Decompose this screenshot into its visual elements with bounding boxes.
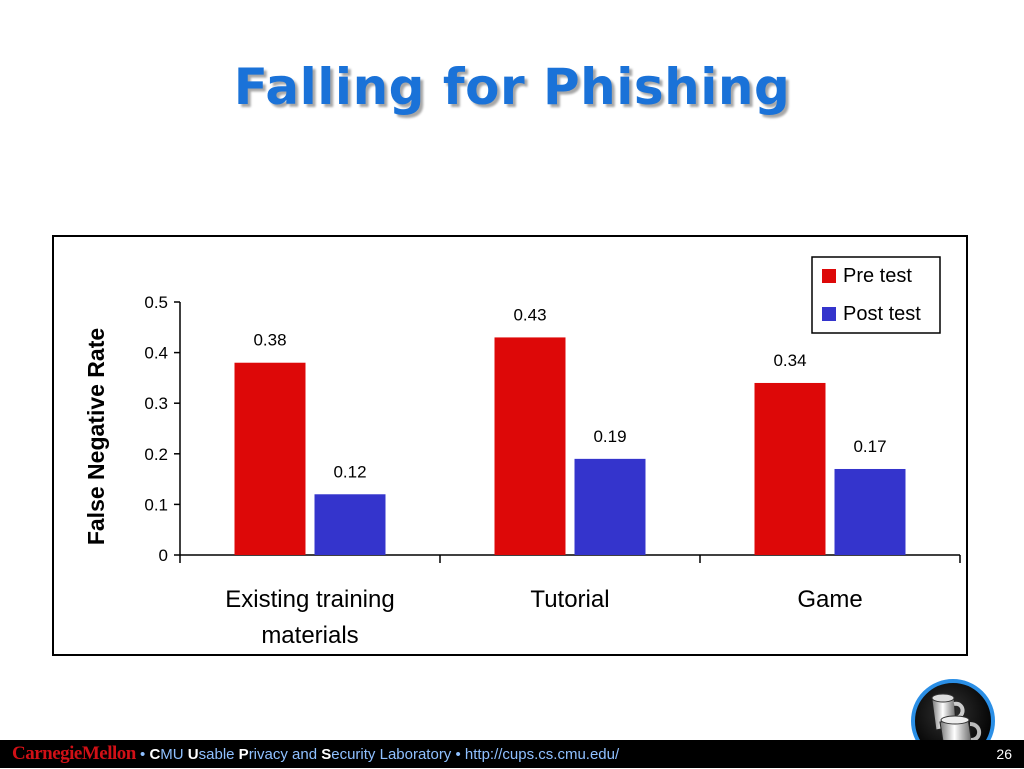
y-axis-label: False Negative Rate	[83, 328, 109, 545]
y-tick-label: 0.3	[144, 394, 168, 413]
slide-title: Falling for Phishing	[233, 58, 791, 116]
x-category-label: Existing training	[225, 586, 394, 613]
chart-frame: 0 0.1 0.2 0.3 0.4 0.5 False Negative Rate 0.38 0…	[52, 235, 968, 656]
bar	[574, 458, 646, 555]
lab-name-part: rivacy and	[248, 746, 322, 763]
y-tick-label: 0.5	[144, 293, 168, 312]
bar-value-label: 0.12	[333, 462, 366, 481]
footer-bullet: •	[451, 746, 465, 763]
footer-bullet: •	[135, 746, 150, 763]
footer-text: CarnegieMellon • CMU Usable Privacy and …	[0, 740, 619, 768]
y-tick-label: 0.1	[144, 495, 168, 514]
lab-name-part: C	[149, 746, 161, 763]
footer-bar: CarnegieMellon • CMU Usable Privacy and …	[0, 740, 1024, 768]
lab-name-part: MU	[160, 746, 188, 763]
bar	[754, 382, 826, 555]
bar-value-label: 0.43	[513, 305, 546, 324]
footer-url[interactable]: http://cups.cs.cmu.edu/	[464, 746, 620, 763]
bar	[834, 468, 906, 555]
y-tick-label: 0.2	[144, 445, 168, 464]
y-tick-label: 0.4	[144, 344, 168, 363]
lab-name: CMU Usable Privacy and Security Laborato…	[149, 746, 451, 763]
legend-swatch	[822, 307, 836, 321]
x-category-label: materials	[261, 622, 358, 649]
bar-value-label: 0.38	[253, 331, 286, 350]
x-category-label: Game	[797, 586, 862, 613]
lab-name-part: sable	[198, 746, 239, 763]
legend-label: Pre test	[843, 265, 912, 287]
bar-chart: 0 0.1 0.2 0.3 0.4 0.5 False Negative Rate 0.38 0…	[83, 256, 961, 649]
lab-name-part: P	[238, 746, 249, 763]
legend-swatch	[822, 269, 836, 283]
lab-name-part: S	[321, 746, 332, 763]
bar-value-label: 0.19	[593, 427, 626, 446]
bar-value-label: 0.17	[853, 437, 886, 456]
cmu-logo: CarnegieMellon	[12, 743, 136, 764]
legend-label: Post test	[843, 303, 921, 325]
bar-value-label: 0.34	[773, 351, 806, 370]
y-tick-label: 0	[159, 546, 168, 565]
bar	[494, 337, 566, 555]
bar	[234, 362, 306, 555]
x-category-label: Tutorial	[530, 586, 609, 613]
bar	[314, 494, 386, 555]
page-number: 26	[996, 746, 1012, 762]
lab-name-part: U	[187, 746, 199, 763]
lab-name-part: ecurity Laboratory	[331, 746, 452, 763]
